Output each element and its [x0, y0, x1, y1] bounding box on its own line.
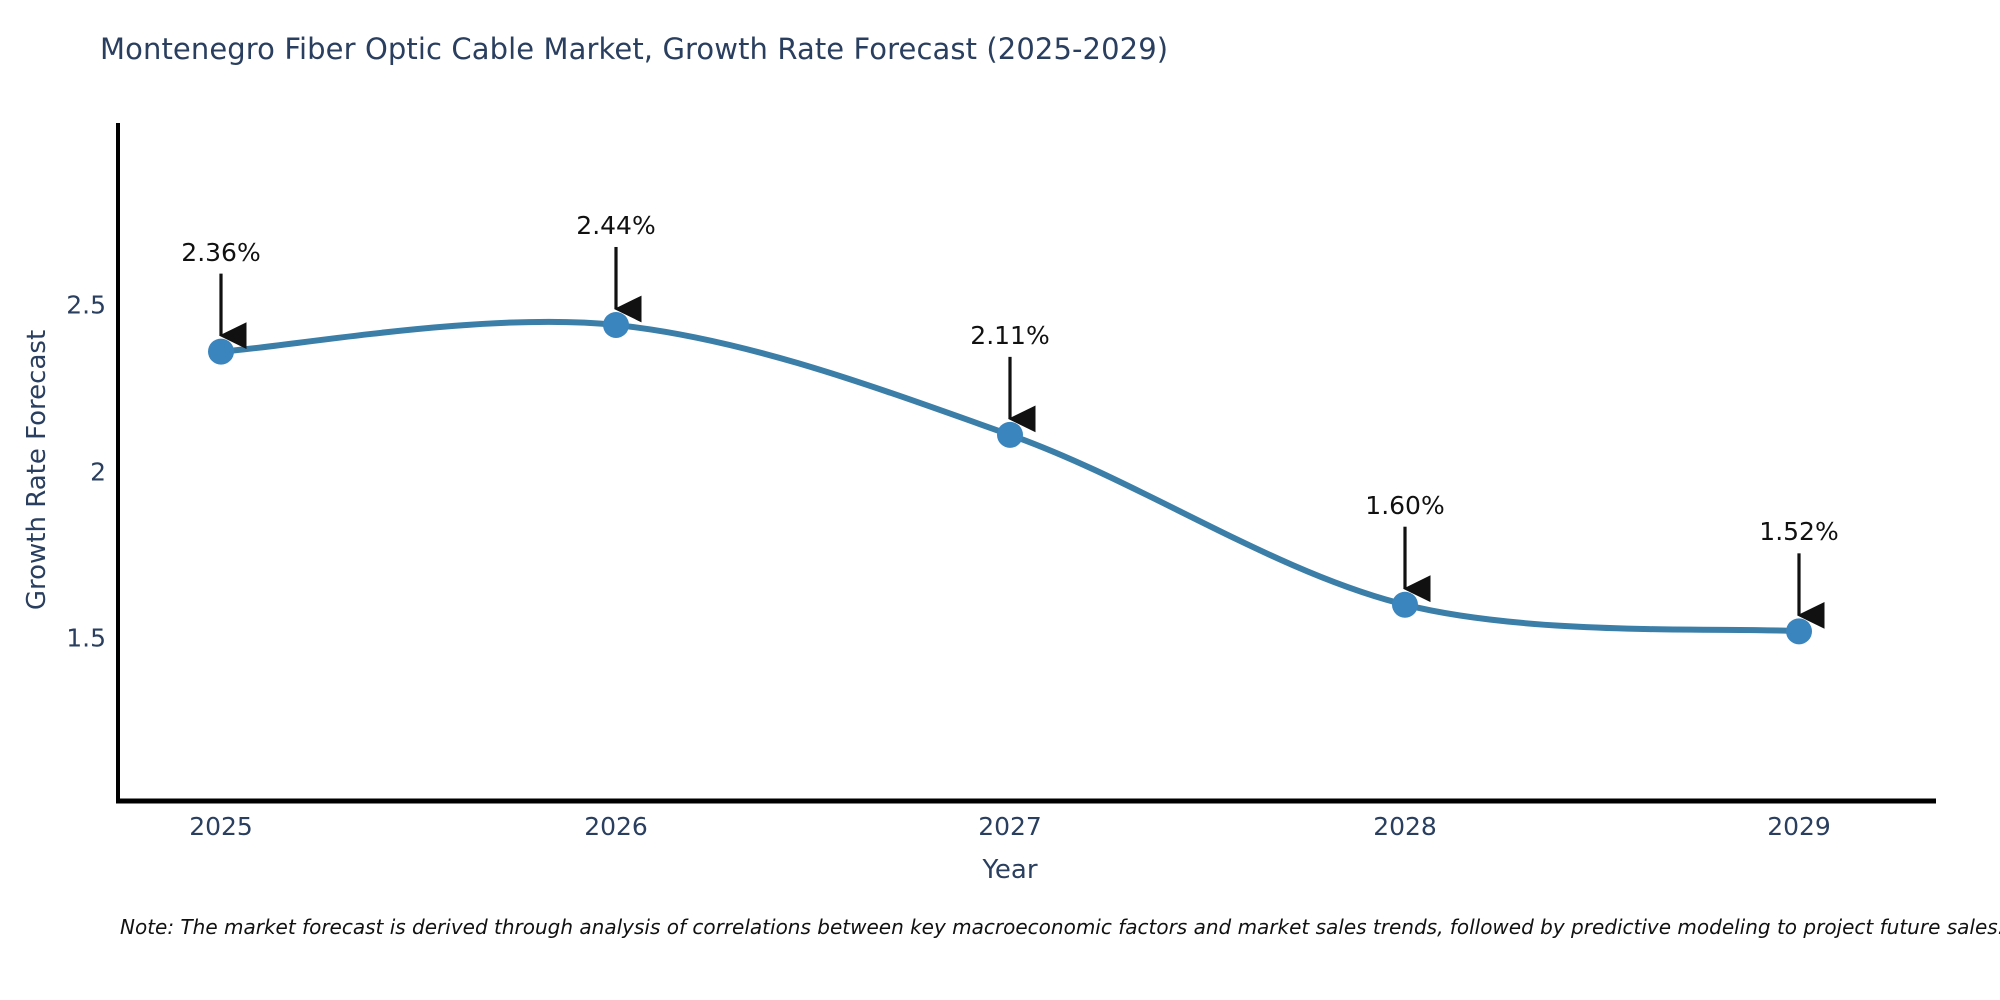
data-point-marker[interactable]: [1392, 591, 1418, 618]
x-axis-tick-label-2027: 2027: [978, 812, 1042, 841]
x-axis-tick-label-2026: 2026: [584, 812, 648, 841]
data-label-2029: 1.52%: [1759, 517, 1839, 547]
data-point-marker[interactable]: [603, 311, 629, 338]
data-point-marker[interactable]: [997, 421, 1023, 448]
x-axis-title: Year: [982, 855, 1038, 885]
data-point-marker[interactable]: [1786, 618, 1812, 645]
y-axis-tick-label: 1.5: [66, 623, 106, 653]
x-axis-tick-label-2028: 2028: [1373, 812, 1437, 841]
annotation-arrows: [219, 246, 1825, 629]
y-axis-tick-label: 2.5: [66, 290, 106, 320]
y-axis-tick-label: 2: [90, 457, 106, 486]
data-label-2027: 2.11%: [970, 320, 1050, 350]
x-axis-tick-label-2025: 2025: [189, 812, 253, 841]
x-axis-tick-label-2029: 2029: [1767, 812, 1831, 841]
data-point-marker[interactable]: [208, 338, 234, 365]
data-label-2025: 2.36%: [181, 237, 261, 267]
data-label-2026: 2.44%: [576, 210, 656, 240]
chart-note: Note: The market forecast is derived thr…: [120, 915, 2000, 939]
chart-title: Montenegro Fiber Optic Cable Market, Gro…: [100, 32, 1169, 66]
data-label-2028: 1.60%: [1365, 490, 1445, 520]
